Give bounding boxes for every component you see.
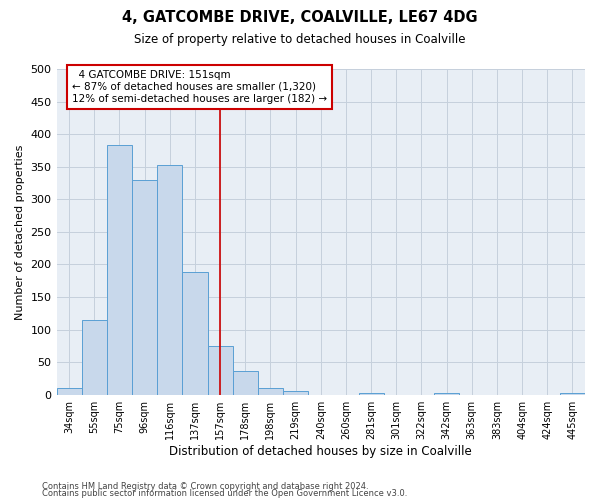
Text: Contains public sector information licensed under the Open Government Licence v3: Contains public sector information licen… (42, 490, 407, 498)
Bar (56, 388, 82, 394)
Bar (258, 388, 283, 394)
Bar (157, 166, 182, 394)
X-axis label: Distribution of detached houses by size in Coalville: Distribution of detached houses by size … (169, 444, 472, 458)
Bar (107, 145, 132, 394)
Bar (132, 180, 157, 394)
Bar (233, 370, 258, 394)
Bar (283, 391, 308, 394)
Bar (182, 272, 208, 394)
Bar (434, 393, 459, 394)
Bar (82, 320, 107, 394)
Text: 4 GATCOMBE DRIVE: 151sqm
← 87% of detached houses are smaller (1,320)
12% of sem: 4 GATCOMBE DRIVE: 151sqm ← 87% of detach… (72, 70, 327, 104)
Text: Size of property relative to detached houses in Coalville: Size of property relative to detached ho… (134, 32, 466, 46)
Bar (208, 346, 233, 395)
Text: 4, GATCOMBE DRIVE, COALVILLE, LE67 4DG: 4, GATCOMBE DRIVE, COALVILLE, LE67 4DG (122, 10, 478, 25)
Bar (560, 393, 585, 394)
Text: Contains HM Land Registry data © Crown copyright and database right 2024.: Contains HM Land Registry data © Crown c… (42, 482, 368, 491)
Y-axis label: Number of detached properties: Number of detached properties (15, 144, 25, 320)
